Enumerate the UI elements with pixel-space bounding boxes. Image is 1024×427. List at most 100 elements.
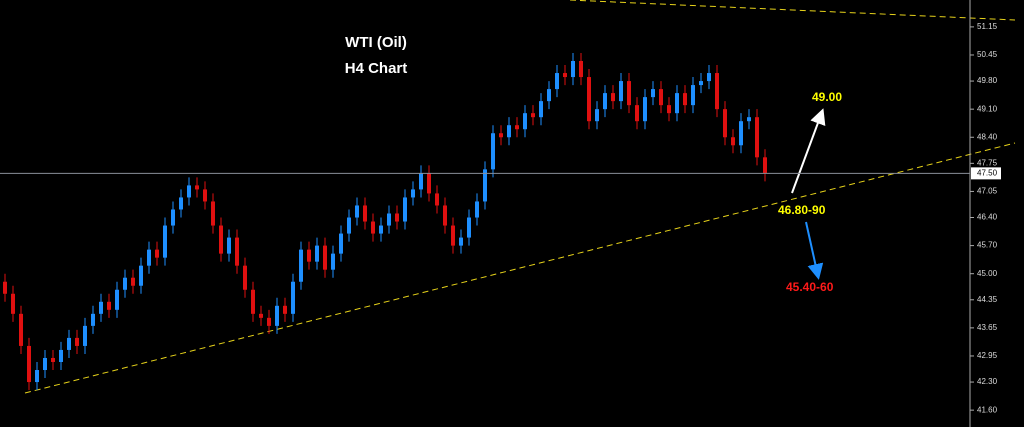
candle-body (299, 249, 303, 282)
y-tick-label: 42.30 (977, 377, 998, 386)
candle-body (331, 253, 335, 270)
candle-body (211, 201, 215, 226)
candle-body (219, 225, 223, 254)
y-tick-label: 45.70 (977, 241, 998, 250)
candle-body (195, 185, 199, 190)
candle-body (11, 293, 15, 314)
candle-body (35, 370, 39, 383)
candle-body (147, 249, 151, 266)
candle-body (307, 249, 311, 262)
candle-body (483, 169, 487, 202)
candle-body (539, 101, 543, 118)
candle-body (491, 133, 495, 170)
trend-line (24, 142, 1016, 394)
candle-body (363, 205, 367, 222)
candle-body (587, 77, 591, 122)
candle-body (579, 61, 583, 78)
y-tick-label: 47.05 (977, 187, 998, 196)
candle-body (267, 317, 271, 326)
candle-body (275, 305, 279, 326)
candle-body (235, 237, 239, 266)
candle-body (651, 89, 655, 98)
candle-body (67, 337, 71, 350)
candle-body (43, 357, 47, 371)
candle-body (675, 93, 679, 114)
candle-body (555, 73, 559, 90)
candle-body (355, 205, 359, 218)
candle-body (115, 289, 119, 310)
candle-body (427, 173, 431, 194)
y-tick-label: 41.60 (977, 405, 998, 414)
candle-body (395, 213, 399, 222)
candle-body (691, 85, 695, 106)
annotation: 46.80-90 (778, 203, 826, 217)
candle-body (347, 217, 351, 234)
candle-body (643, 97, 647, 122)
y-tick-label: 43.65 (977, 323, 998, 332)
y-tick-label: 46.40 (977, 213, 998, 222)
candle-body (91, 313, 95, 326)
candle-body (619, 81, 623, 102)
y-tick-label: 49.80 (977, 76, 998, 85)
candle-body (515, 125, 519, 130)
candle-body (315, 245, 319, 262)
candle-body (459, 237, 463, 246)
candle-body (443, 205, 447, 226)
y-tick-label: 45.00 (977, 269, 998, 278)
candle-body (419, 173, 423, 190)
y-tick-label: 49.10 (977, 104, 998, 113)
candle-body (763, 157, 767, 174)
candle-body (507, 125, 511, 138)
candle-body (227, 237, 231, 254)
candle-body (659, 89, 663, 106)
candle-body (611, 93, 615, 102)
candle-body (635, 105, 639, 122)
candle-body (467, 217, 471, 238)
y-tick-label: 51.15 (977, 22, 998, 31)
candle-body (715, 73, 719, 110)
candle-body (627, 81, 631, 106)
last-price-label: 47.50 (977, 168, 998, 177)
candle-body (83, 325, 87, 346)
candle-body (699, 81, 703, 86)
candle-body (171, 209, 175, 226)
candle-body (403, 197, 407, 222)
candle-body (163, 225, 167, 258)
candle-body (59, 349, 63, 362)
candle-body (179, 197, 183, 210)
candle-body (251, 289, 255, 314)
candle-body (667, 105, 671, 114)
candle-body (531, 113, 535, 118)
candle-body (107, 301, 111, 310)
arrow-up (791, 108, 826, 194)
y-tick-label: 42.95 (977, 351, 998, 360)
candle-body (451, 225, 455, 246)
candle-body (739, 121, 743, 146)
candle-body (379, 225, 383, 234)
candle-body (339, 233, 343, 254)
candle-body (123, 277, 127, 290)
candle-body (99, 301, 103, 314)
candle-body (371, 221, 375, 234)
candle-body (155, 249, 159, 258)
y-tick-label: 47.75 (977, 158, 998, 167)
candle-body (27, 345, 31, 383)
candle-body (723, 109, 727, 138)
candle-body (563, 73, 567, 78)
candle-body (475, 201, 479, 218)
chart-subtitle: H4 Chart (345, 60, 408, 77)
candle-body (755, 117, 759, 158)
candle-body (323, 245, 327, 270)
candle-body (187, 185, 191, 198)
candle-body (259, 313, 263, 318)
candle-body (3, 281, 7, 294)
arrow-down (805, 221, 824, 280)
y-tick-label: 44.35 (977, 295, 998, 304)
candle-body (131, 277, 135, 286)
candle-body (731, 137, 735, 146)
candle-body (595, 109, 599, 122)
decor (24, 0, 1016, 427)
candle-body (243, 265, 247, 290)
